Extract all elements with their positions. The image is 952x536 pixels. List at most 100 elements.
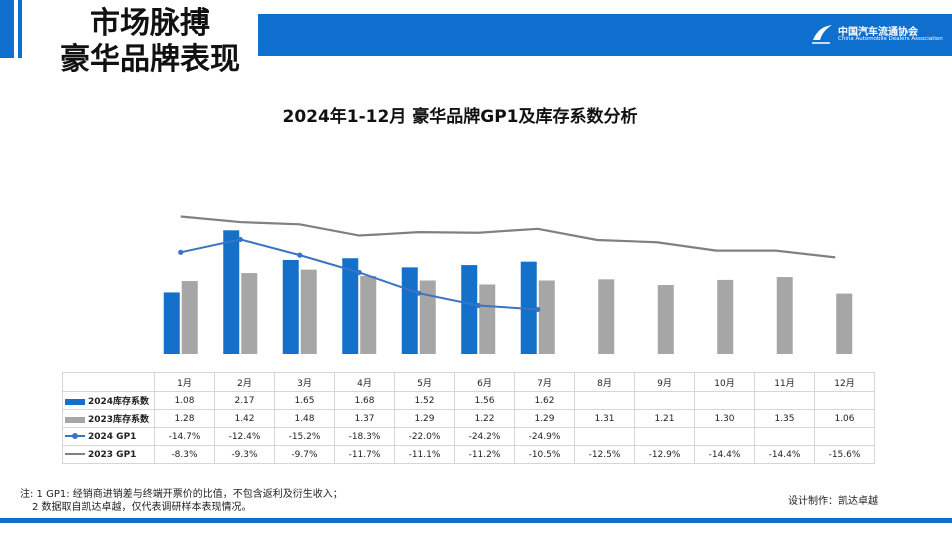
header-band [258, 14, 952, 56]
data-label-4-12: -15.6% [814, 445, 875, 464]
tick-label-month-2: 2月 [214, 372, 275, 392]
bar-2024-4 [342, 258, 359, 354]
legend-key-dot [72, 433, 78, 439]
point-gp1-2024-5 [416, 290, 422, 296]
bar-2023-7 [538, 280, 555, 354]
bar-2023-12 [836, 293, 853, 354]
data-label-2-4: 1.37 [334, 409, 395, 428]
data-label-1-5: 1.52 [394, 391, 455, 410]
legend-entry: 2024 GP1 [62, 427, 155, 446]
data-label-2-3: 1.48 [274, 409, 335, 428]
legend-key [65, 416, 85, 423]
point-gp1-2024-7 [535, 306, 541, 313]
data-label-3-4: -18.3% [334, 427, 395, 446]
data-label-2-5: 1.29 [394, 409, 455, 428]
data-label-1-12 [814, 391, 875, 410]
data-label-4-1: -8.3% [154, 445, 215, 464]
legend-key [65, 398, 85, 405]
bar-2023-9 [657, 285, 674, 354]
data-label-4-6: -11.2% [454, 445, 515, 464]
page-title: 市场脉搏 豪华品牌表现 [40, 6, 260, 78]
point-gp1-2024-4 [356, 269, 362, 276]
bar-2023-1 [181, 281, 198, 354]
legend-label: 2023 GP1 [88, 449, 137, 460]
data-label-4-11: -14.4% [754, 445, 815, 464]
footnote-1: 注: 1 GP1: 经销商进销差与终端开票价的比值，不包含返利及衍生收入； [20, 489, 343, 500]
legend-entry: 2024库存系数 [62, 391, 155, 410]
data-label-3-12 [814, 427, 875, 446]
bar-2024-3 [282, 259, 299, 354]
data-label-3-8 [574, 427, 635, 446]
bar-2024-6 [461, 265, 478, 354]
chart-data-table: 1月 2月 3月 4月 5月 6月 7月 8月 9月 10月 11月 12月 2024库存系数 1.08 2… [62, 372, 875, 464]
bar-2023-5 [419, 280, 436, 354]
bar-2023-6 [479, 284, 496, 354]
tick-label-month-11: 11月 [754, 372, 815, 392]
chart-title: 2024年1-12月 豪华品牌GP1及库存系数分析 [282, 107, 638, 127]
data-label-1-8 [574, 391, 635, 410]
data-label-3-2: -12.4% [214, 427, 275, 446]
point-gp1-2024-1 [178, 249, 184, 255]
cada-logo: 中国汽车流通协会 China Automobile Dealers Associ… [810, 22, 946, 50]
data-label-4-3: -9.7% [274, 445, 335, 464]
tick-label-month-1: 1月 [154, 372, 215, 392]
table-header-row: 1月 2月 3月 4月 5月 6月 7月 8月 9月 10月 11月 12月 [62, 372, 875, 392]
bar-2024-1 [163, 292, 180, 354]
tick-label-month-4: 4月 [334, 372, 395, 392]
accent-bar-thin [18, 0, 22, 58]
tick-label-month-6: 6月 [454, 372, 515, 392]
chart-plot [163, 215, 853, 354]
data-label-1-6: 1.56 [454, 391, 515, 410]
data-label-1-2: 2.17 [214, 391, 275, 410]
data-label-3-1: -14.7% [154, 427, 215, 446]
table-row: 2023 GP1 -8.3% -9.3% -9.7% -11.7% -11.1% -11.2… [62, 445, 875, 464]
data-label-1-4: 1.68 [334, 391, 395, 410]
data-label-1-7: 1.62 [514, 391, 575, 410]
data-label-2-8: 1.31 [574, 409, 635, 428]
data-label-2-11: 1.35 [754, 409, 815, 428]
bar-2024-5 [401, 267, 418, 354]
data-label-4-2: -9.3% [214, 445, 275, 464]
footnotes: 注: 1 GP1: 经销商进销差与终端开票价的比值，不包含返利及衍生收入； 2 … [20, 488, 343, 514]
data-label-4-7: -10.5% [514, 445, 575, 464]
logo-text-en: China Automobile Dealers Association [838, 36, 943, 42]
data-label-4-5: -11.1% [394, 445, 455, 464]
tick-label-month-9: 9月 [634, 372, 695, 392]
page-title-line1: 市场脉搏 [90, 6, 210, 41]
table-row: 2024 GP1 -14.7% -12.4% -15.2% -18.3% -22.0% -2… [62, 427, 875, 446]
designer-credit: 设计制作：凯达卓越 [788, 496, 878, 507]
data-label-2-9: 1.21 [634, 409, 695, 428]
data-label-1-10 [694, 391, 755, 410]
footnote-2: 2 数据取自凯达卓越，仅代表调研样本表现情况。 [32, 502, 252, 513]
data-label-4-8: -12.5% [574, 445, 635, 464]
data-label-3-6: -24.2% [454, 427, 515, 446]
point-gp1-2024-6 [475, 302, 481, 309]
bar-2023-4 [360, 275, 377, 354]
data-label-3-11 [754, 427, 815, 446]
data-label-2-1: 1.28 [154, 409, 215, 428]
legend-label: 2024库存系数 [88, 397, 150, 407]
data-label-4-10: -14.4% [694, 445, 755, 464]
page-title-line2: 豪华品牌表现 [60, 42, 240, 77]
bottom-accent-bar [0, 518, 952, 523]
data-label-1-1: 1.08 [154, 391, 215, 410]
logo-text-cn: 中国汽车流通协会 [838, 27, 918, 38]
data-label-2-7: 1.29 [514, 409, 575, 428]
tick-label-month-3: 3月 [274, 372, 335, 392]
data-label-1-11 [754, 391, 815, 410]
tick-label-month-7: 7月 [514, 372, 575, 392]
data-label-3-5: -22.0% [394, 427, 455, 446]
data-label-4-4: -11.7% [334, 445, 395, 464]
legend-key [65, 453, 85, 455]
cada-logo-icon [812, 25, 832, 44]
data-label-4-9: -12.9% [634, 445, 695, 464]
tick-label-month-8: 8月 [574, 372, 635, 392]
data-label-1-3: 1.65 [274, 391, 335, 410]
legend-entry: 2023库存系数 [62, 409, 155, 428]
table-corner-cell [62, 372, 155, 392]
data-label-3-10 [694, 427, 755, 446]
data-label-2-12: 1.06 [814, 409, 875, 428]
legend-label: 2023库存系数 [88, 415, 150, 425]
data-label-2-10: 1.30 [694, 409, 755, 428]
point-gp1-2024-2 [237, 236, 243, 243]
